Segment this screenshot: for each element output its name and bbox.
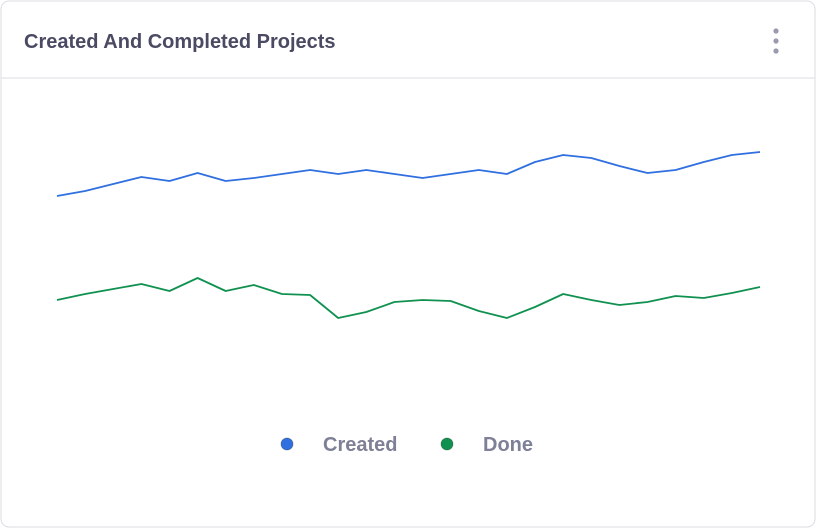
series-line xyxy=(56,151,761,197)
legend-dot xyxy=(440,437,454,451)
legend-label: Done xyxy=(483,434,533,456)
legend-label: Created xyxy=(323,434,397,456)
card-title: Created And Completed Projects xyxy=(24,31,336,53)
menu-button[interactable] xyxy=(773,28,779,54)
menu-dot xyxy=(773,38,779,44)
series-line xyxy=(56,277,761,319)
legend-dot xyxy=(280,437,294,451)
menu-dot xyxy=(773,48,779,54)
menu-dot xyxy=(773,28,779,34)
